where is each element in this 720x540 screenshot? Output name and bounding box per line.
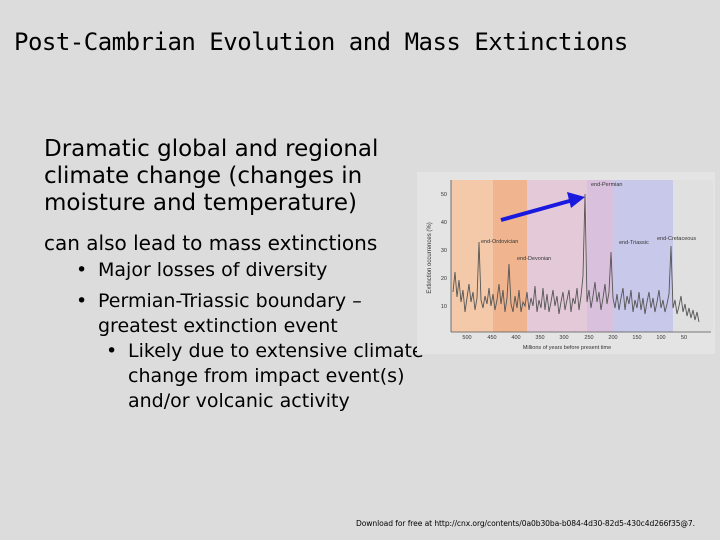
x-tick: 100 [656, 335, 665, 341]
y-tick: 40 [441, 220, 447, 226]
x-tick: 500 [462, 335, 471, 341]
extinction-figure: Extinction occurrences (%) 50 40 30 20 1… [417, 172, 715, 354]
band-4 [587, 180, 613, 332]
bullet-list: • Major losses of diversity • Permian-Tr… [76, 258, 436, 414]
x-tick: 400 [511, 335, 520, 341]
band-6 [673, 180, 713, 332]
x-tick: 200 [608, 335, 617, 341]
y-tick: 30 [441, 248, 447, 254]
sub-text: can also lead to mass extinctions [44, 231, 378, 255]
label-end-triassic: end-Triassic [619, 240, 649, 246]
y-tick: 20 [441, 276, 447, 282]
band-1 [451, 180, 493, 332]
x-tick: 250 [584, 335, 593, 341]
extinction-chart-svg: Extinction occurrences (%) 50 40 30 20 1… [427, 180, 713, 351]
main-text: Dramatic global and regional climate cha… [44, 136, 379, 216]
label-end-ordovician: end-Ordovician [481, 239, 518, 245]
sub-bullet-item: • Likely due to extensive climate change… [106, 339, 436, 414]
band-2 [493, 180, 527, 332]
label-end-cretaceous: end-Cretaceous [657, 236, 696, 242]
label-end-permian: end-Permian [591, 182, 623, 188]
label-end-devonian: end-Devonian [517, 256, 551, 262]
footer-credit: Download for free at http://cnx.org/cont… [356, 519, 695, 528]
bullet-dot: • [76, 290, 88, 312]
bullet-item: • Permian-Triassic boundary – greatest e… [76, 289, 436, 339]
band-5 [613, 180, 673, 332]
arrow-head [567, 192, 585, 208]
sub-bullet-text: Likely due to extensive climate change f… [128, 340, 424, 412]
y-tick: 10 [441, 304, 447, 310]
x-tick: 350 [535, 335, 544, 341]
bullet-item: • Major losses of diversity [76, 258, 436, 283]
bullet-text: Major losses of diversity [98, 259, 328, 281]
x-tick: 300 [559, 335, 568, 341]
x-tick: 450 [487, 335, 496, 341]
bullet-text: Permian-Triassic boundary – greatest ext… [98, 290, 362, 337]
arrow-shaft [500, 198, 574, 222]
y-axis-label: Extinction occurrences (%) [427, 222, 433, 293]
bullet-dot: • [76, 259, 88, 281]
y-tick: 50 [441, 192, 447, 198]
x-tick: 50 [681, 335, 687, 341]
x-axis-label: Millions of years before present time [523, 345, 611, 351]
slide-title: Post-Cambrian Evolution and Mass Extinct… [14, 28, 628, 56]
extinction-series [452, 193, 700, 323]
x-tick: 150 [632, 335, 641, 341]
bullet-dot: • [106, 340, 118, 362]
